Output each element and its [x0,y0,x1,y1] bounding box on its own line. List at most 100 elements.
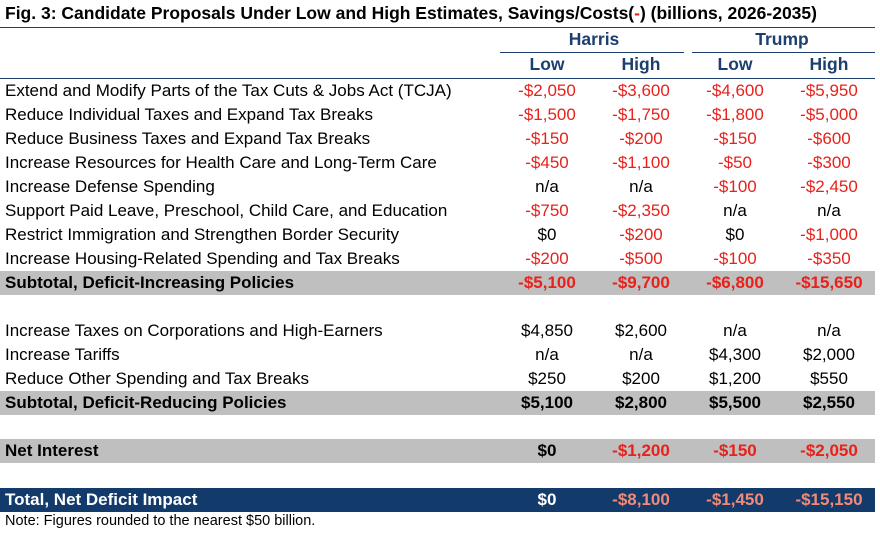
value-cell: -$1,800 [706,105,764,124]
value-cell: n/a [535,177,559,196]
value-cell: $0 [537,225,557,244]
value-cell: n/a [723,201,747,220]
value-cell: -$15,650 [795,273,863,292]
title-minus-sign: - [634,3,640,23]
group-underline-harris [500,52,684,53]
title-text-start: Fig. 3: Candidate Proposals Under Low an… [5,3,635,23]
value-cell: $250 [528,369,566,388]
row-label: Subtotal, Deficit-Increasing Policies [5,273,295,292]
row-label: Reduce Other Spending and Tax Breaks [5,369,309,388]
column-header-trump-low: Low [717,54,753,74]
table-row: Increase Taxes on Corporations and High-… [0,319,875,343]
value-cell: -$150 [713,129,757,148]
value-cell: n/a [723,321,747,340]
subtotal-row: Net Interest $0 -$1,200 -$150 -$2,050 [0,439,875,463]
value-cell: -$2,050 [800,441,858,460]
row-label: Reduce Individual Taxes and Expand Tax B… [5,105,373,124]
value-cell: $5,100 [521,393,573,412]
row-label: Total, Net Deficit Impact [5,490,198,509]
value-cell: -$1,500 [518,105,576,124]
value-cell: -$350 [807,249,851,268]
subtotal-row: Subtotal, Deficit-Reducing Policies $5,10… [0,391,875,415]
value-cell: -$2,050 [518,81,576,100]
value-cell: n/a [629,177,653,196]
row-label: Increase Defense Spending [5,177,215,196]
value-cell: -$1,750 [612,105,670,124]
table-row: Extend and Modify Parts of the Tax Cuts … [0,79,875,103]
row-label: Extend and Modify Parts of the Tax Cuts … [5,81,452,100]
value-cell: -$450 [525,153,569,172]
value-cell: $2,000 [803,345,855,364]
value-cell: $1,200 [709,369,761,388]
group-header-trump: Trump [755,29,809,49]
row-label: Increase Housing-Related Spending and Ta… [5,249,400,268]
group-underline-trump [692,52,875,53]
header-rule [0,78,875,79]
value-cell: -$1,200 [612,441,670,460]
column-header-harris-high: High [621,54,661,74]
value-cell: -$9,700 [612,273,670,292]
value-cell: -$200 [619,225,663,244]
table-row: Increase Resources for Health Care and L… [0,151,875,175]
value-cell: -$50 [717,153,753,172]
table-row: Increase Tariffs n/a n/a $4,300 $2,000 [0,343,875,367]
value-cell: -$6,800 [706,273,764,292]
table-row: Reduce Individual Taxes and Expand Tax B… [0,103,875,127]
figure-title: Fig. 3: Candidate Proposals Under Low an… [5,3,817,25]
row-label: Restrict Immigration and Strengthen Bord… [5,225,400,244]
value-cell: -$200 [619,129,663,148]
value-cell: -$200 [525,249,569,268]
table-row: Increase Defense Spending n/a n/a -$100 -$2,… [0,175,875,199]
total-row: Total, Net Deficit Impact $0 -$8,100 -$1,45… [0,488,875,512]
footnote: Note: Figures rounded to the nearest $50… [5,513,316,529]
group-header-harris: Harris [568,29,620,49]
value-cell: -$1,100 [612,153,670,172]
title-text-end: ) (billions, 2026-2035) [639,3,817,23]
value-cell: $2,600 [615,321,667,340]
value-cell: $0 [725,225,745,244]
value-cell: $4,300 [709,345,761,364]
value-cell: $0 [537,490,557,509]
value-cell: n/a [535,345,559,364]
row-label: Increase Tariffs [5,345,120,364]
value-cell: -$8,100 [612,490,670,509]
value-cell: -$1,450 [706,490,764,509]
value-cell: $550 [810,369,848,388]
value-cell: -$2,450 [800,177,858,196]
value-cell: -$100 [713,249,757,268]
column-header-trump-high: High [809,54,849,74]
value-cell: -$2,350 [612,201,670,220]
column-header-harris-low: Low [529,54,565,74]
value-cell: -$15,150 [795,490,863,509]
value-cell: n/a [629,345,653,364]
value-cell: -$150 [525,129,569,148]
row-label: Subtotal, Deficit-Reducing Policies [5,393,287,412]
value-cell: -$5,100 [518,273,576,292]
value-cell: -$150 [713,441,757,460]
table-row: Restrict Immigration and Strengthen Bord… [0,223,875,247]
row-label: Net Interest [5,441,99,460]
row-label: Reduce Business Taxes and Expand Tax Bre… [5,129,371,148]
value-cell: $0 [537,441,557,460]
subtotal-row: Subtotal, Deficit-Increasing Policies -$5… [0,271,875,295]
value-cell: $4,850 [521,321,573,340]
value-cell: $200 [622,369,660,388]
value-cell: $5,500 [709,393,761,412]
value-cell: -$5,950 [800,81,858,100]
table-row: Increase Housing-Related Spending and Ta… [0,247,875,271]
row-label: Support Paid Leave, Preschool, Child Car… [5,201,448,220]
value-cell: -$300 [807,153,851,172]
value-cell: -$1,000 [800,225,858,244]
value-cell: -$600 [807,129,851,148]
row-label: Increase Resources for Health Care and L… [5,153,437,172]
table-row: Reduce Other Spending and Tax Breaks $250… [0,367,875,391]
table-row: Reduce Business Taxes and Expand Tax Bre… [0,127,875,151]
value-cell: -$3,600 [612,81,670,100]
value-cell: n/a [817,321,841,340]
value-cell: $2,550 [803,393,855,412]
value-cell: n/a [817,201,841,220]
value-cell: -$5,000 [800,105,858,124]
table-row: Support Paid Leave, Preschool, Child Car… [0,199,875,223]
value-cell: -$4,600 [706,81,764,100]
